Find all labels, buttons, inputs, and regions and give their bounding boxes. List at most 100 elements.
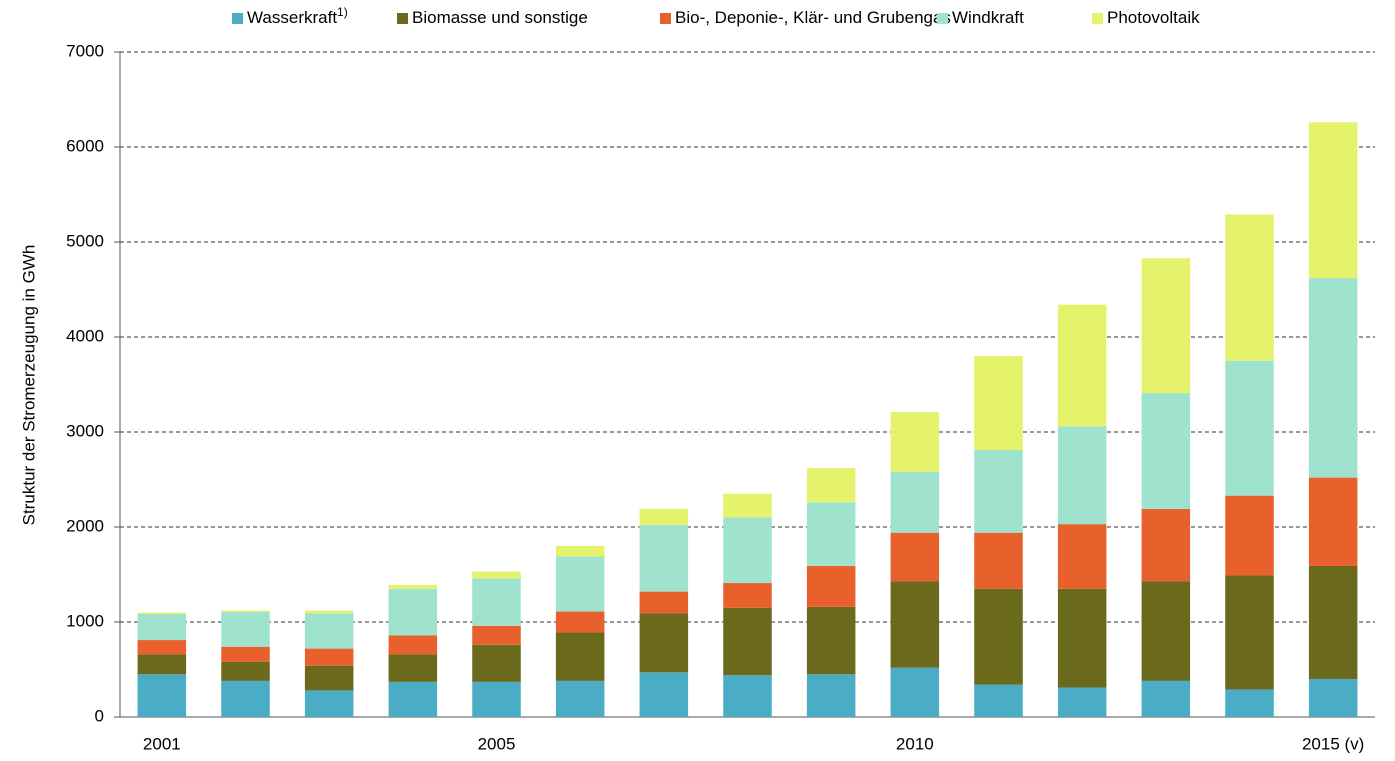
bar-segment bbox=[388, 681, 438, 717]
bar-segment bbox=[723, 583, 772, 608]
bar-segment bbox=[806, 468, 856, 503]
bar-segment bbox=[221, 612, 270, 647]
bar-segment bbox=[1308, 477, 1358, 566]
bar-segment bbox=[137, 674, 187, 717]
legend-name: Windkraft bbox=[952, 8, 1024, 27]
x-tick-label: 2015 (v) bbox=[1302, 734, 1364, 753]
bar-segment bbox=[472, 571, 521, 579]
bar-segment bbox=[1057, 304, 1107, 427]
bar-segment bbox=[974, 450, 1023, 533]
bar-segment bbox=[890, 532, 940, 582]
bar-segment bbox=[555, 632, 605, 681]
bar-segment bbox=[472, 625, 521, 645]
bar-segment bbox=[221, 680, 270, 717]
bar-segment bbox=[555, 611, 605, 633]
bar-segment bbox=[723, 607, 772, 676]
bar-segment bbox=[639, 613, 689, 673]
bar-segment bbox=[1141, 508, 1191, 582]
legend-label: Windkraft bbox=[952, 8, 1024, 27]
x-tick-label: 2010 bbox=[896, 734, 934, 753]
bar-segment bbox=[1141, 581, 1191, 681]
y-tick-label: 1000 bbox=[66, 611, 104, 630]
bar-segment bbox=[555, 546, 605, 557]
bar-segment bbox=[137, 612, 187, 614]
bar-segment bbox=[388, 588, 438, 636]
bar-segment bbox=[137, 613, 187, 641]
y-tick-label: 6000 bbox=[66, 136, 104, 155]
bar-segment bbox=[806, 606, 856, 675]
bar-segment bbox=[1308, 565, 1358, 679]
bar-segment bbox=[1057, 588, 1107, 688]
y-tick-label: 3000 bbox=[66, 421, 104, 440]
bar-segment bbox=[304, 648, 354, 666]
bar-segment bbox=[1225, 575, 1274, 690]
legend-label: Wasserkraft1) bbox=[247, 5, 348, 27]
bar-segment bbox=[388, 584, 438, 589]
bar-segment bbox=[723, 493, 772, 518]
bar-segment bbox=[1308, 278, 1358, 478]
y-tick-label: 4000 bbox=[66, 326, 104, 345]
legend-name: Bio-, Deponie-, Klär- und Grubengas bbox=[675, 8, 951, 27]
bar-segment bbox=[1057, 426, 1107, 525]
legend-label: Photovoltaik bbox=[1107, 8, 1200, 27]
bar-segment bbox=[221, 610, 270, 613]
bar-segment bbox=[1141, 680, 1191, 717]
legend-name: Photovoltaik bbox=[1107, 8, 1200, 27]
x-tick-label: 2005 bbox=[478, 734, 516, 753]
bar-segment bbox=[723, 517, 772, 584]
bar-segment bbox=[974, 356, 1023, 451]
bar-segment bbox=[974, 588, 1023, 685]
bar-segment bbox=[304, 610, 354, 614]
bar-segment bbox=[1141, 393, 1191, 509]
bar-segment bbox=[1141, 258, 1191, 394]
legend-label: Bio-, Deponie-, Klär- und Grubengas bbox=[675, 8, 951, 27]
bar-segment bbox=[639, 508, 689, 526]
legend-name: Wasserkraft bbox=[247, 8, 337, 27]
bar-segment bbox=[1308, 679, 1358, 717]
legend-name: Biomasse und sonstige bbox=[412, 8, 588, 27]
bar-segment bbox=[221, 661, 270, 681]
legend-note: 1) bbox=[337, 5, 348, 19]
bar-segment bbox=[472, 644, 521, 682]
bar-segment bbox=[639, 591, 689, 614]
y-axis-label: Struktur der Stromerzeugung in GWh bbox=[19, 245, 38, 526]
bar-segment bbox=[1225, 495, 1274, 576]
y-tick-label: 7000 bbox=[66, 41, 104, 60]
bar-segment bbox=[890, 667, 940, 717]
bar-segment bbox=[723, 675, 772, 717]
bar-segment bbox=[806, 674, 856, 717]
bar-segment bbox=[137, 654, 187, 675]
bar-segment bbox=[304, 690, 354, 717]
legend-swatch bbox=[937, 13, 948, 24]
bar-segment bbox=[974, 532, 1023, 589]
bar-segment bbox=[806, 565, 856, 607]
bar-segment bbox=[639, 672, 689, 717]
legend-swatch bbox=[1092, 13, 1103, 24]
y-tick-label: 5000 bbox=[66, 231, 104, 250]
bar-segment bbox=[304, 613, 354, 649]
legend-swatch bbox=[397, 13, 408, 24]
bar-segment bbox=[472, 681, 521, 717]
bar-segment bbox=[974, 684, 1023, 717]
bar-segment bbox=[555, 556, 605, 612]
bar-segment bbox=[388, 654, 438, 682]
bar-segment bbox=[639, 525, 689, 592]
y-tick-label: 0 bbox=[95, 706, 104, 725]
bar-segment bbox=[1057, 524, 1107, 589]
x-tick-label: 2001 bbox=[143, 734, 181, 753]
bar-segment bbox=[806, 502, 856, 566]
bar-segment bbox=[221, 646, 270, 662]
bar-segment bbox=[890, 581, 940, 668]
bar-segment bbox=[137, 640, 187, 655]
bar-segment bbox=[1057, 687, 1107, 717]
bar-segment bbox=[890, 471, 940, 533]
bar-segment bbox=[304, 665, 354, 691]
bar-segment bbox=[890, 412, 940, 472]
y-tick-label: 2000 bbox=[66, 516, 104, 535]
bar-segment bbox=[1225, 214, 1274, 361]
bar-segment bbox=[472, 578, 521, 626]
bar-segment bbox=[1308, 122, 1358, 279]
legend-label: Biomasse und sonstige bbox=[412, 8, 588, 27]
bar-segment bbox=[388, 635, 438, 655]
